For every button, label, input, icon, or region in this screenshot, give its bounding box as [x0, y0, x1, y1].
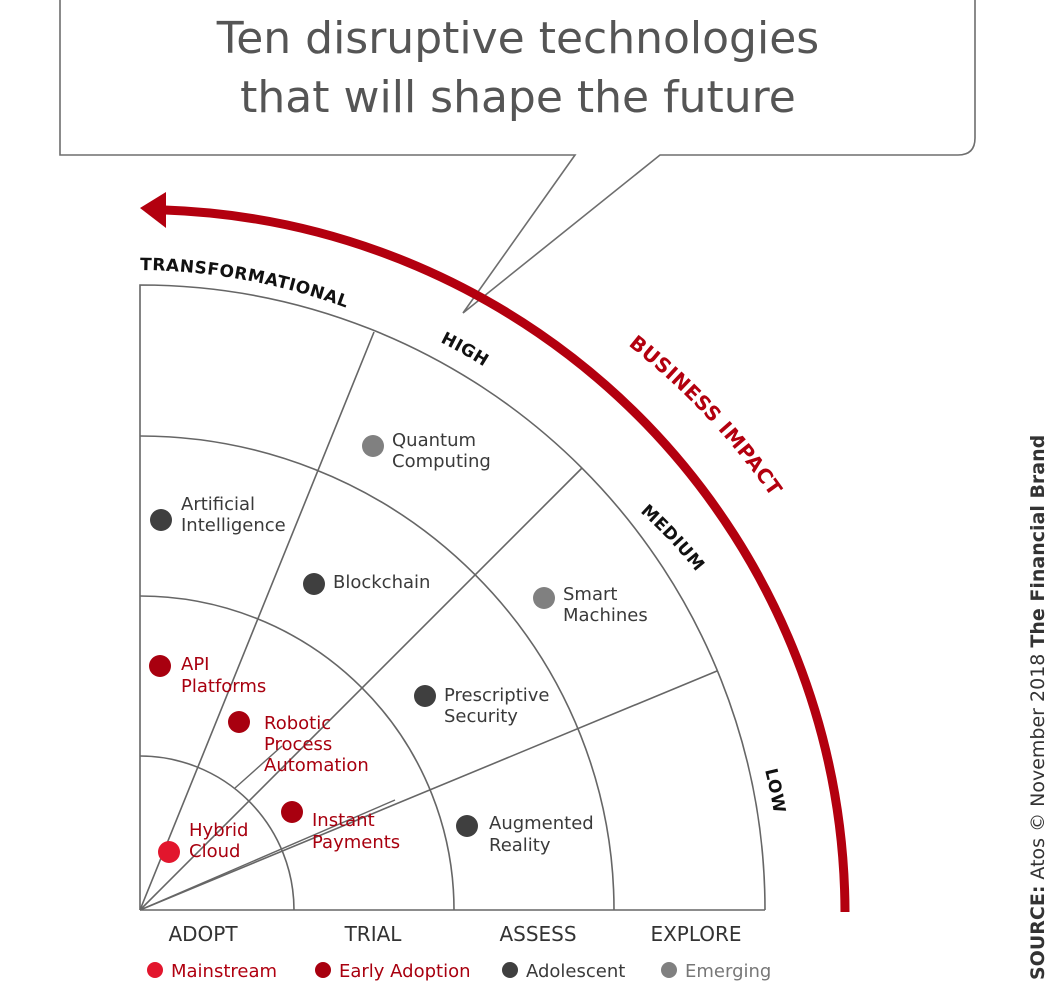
status-dot-adolescent	[303, 573, 325, 595]
arrow-head-icon	[140, 192, 166, 228]
spoke-3	[139, 670, 718, 911]
status-dot-emerging	[362, 435, 384, 457]
tech-robotic-process-automation: Robotic Process Automation	[228, 711, 369, 776]
bubble-outline	[59, 0, 976, 314]
connector-lines	[139, 745, 396, 911]
tech-label-line-2: Process	[264, 734, 332, 755]
ring-label-low: LOW	[760, 766, 789, 814]
status-dot-early-adoption	[149, 655, 171, 677]
legend-dot-early-adoption-icon	[315, 962, 331, 978]
title-line-2: that will shape the future	[240, 72, 796, 123]
tech-label-line-1: Blockchain	[333, 572, 430, 593]
tech-label-line-1: Instant	[312, 810, 375, 831]
tech-prescriptive-security: Prescriptive Security	[414, 685, 550, 727]
column-label-adopt: ADOPT	[168, 922, 238, 946]
tech-label-line-1: API	[181, 654, 209, 675]
column-label-explore: EXPLORE	[650, 922, 741, 946]
column-label-assess: ASSESS	[499, 922, 576, 946]
status-dot-emerging	[533, 587, 555, 609]
title-line-1: Ten disruptive technologies	[216, 13, 819, 64]
tech-label-line-1: Prescriptive	[444, 685, 550, 706]
tech-label-line-2: Machines	[563, 605, 648, 626]
source-credit: SOURCE: Atos © November 2018 The Financial…	[1027, 435, 1049, 980]
status-dot-adolescent	[414, 685, 436, 707]
spoke-1	[139, 331, 375, 911]
ring-label-medium: MEDIUM	[637, 501, 709, 575]
source-text: Atos © November 2018	[1027, 654, 1049, 880]
tech-label-line-2: Security	[444, 706, 518, 727]
legend-label: Early Adoption	[339, 961, 471, 982]
tech-blockchain: Blockchain	[303, 572, 430, 595]
tech-quantum-computing: Quantum Computing	[362, 430, 491, 472]
tech-label-line-2: Cloud	[189, 841, 240, 862]
legend-item-mainstream: Mainstream	[147, 961, 277, 982]
status-dot-adolescent	[456, 815, 478, 837]
legend: Mainstream Early Adoption Adolescent Eme…	[147, 961, 771, 982]
tech-label-line-1: Smart	[563, 584, 617, 605]
column-label-trial: TRIAL	[344, 922, 403, 946]
business-impact-label: BUSINESS IMPACT	[625, 330, 787, 500]
tech-label-line-1: Artificial	[181, 494, 255, 515]
tech-api-platforms: API Platforms	[149, 654, 266, 697]
tech-artificial-intelligence: Artificial Intelligence	[150, 494, 286, 536]
tech-label-line-2: Reality	[489, 835, 551, 856]
tech-label-line-3: Automation	[264, 755, 369, 776]
tech-smart-machines: Smart Machines	[533, 584, 648, 626]
status-dot-early-adoption	[228, 711, 250, 733]
tech-label-line-2: Intelligence	[181, 515, 286, 536]
tech-label-line-2: Computing	[392, 451, 491, 472]
legend-item-adolescent: Adolescent	[502, 961, 625, 982]
title-bubble: Ten disruptive technologies that will sh…	[59, 0, 976, 314]
ring-transformational	[139, 284, 766, 911]
legend-label: Emerging	[685, 961, 771, 982]
radar-grid	[139, 284, 766, 911]
tech-label-line-1: Augmented	[489, 813, 594, 834]
legend-label: Adolescent	[526, 961, 625, 982]
legend-label: Mainstream	[171, 961, 277, 982]
tech-label-line-2: Platforms	[181, 676, 266, 697]
tech-label-line-1: Hybrid	[189, 820, 248, 841]
tech-label-line-1: Quantum	[392, 430, 476, 451]
status-dot-adolescent	[150, 509, 172, 531]
tech-augmented-reality: Augmented Reality	[456, 813, 594, 856]
legend-item-emerging: Emerging	[661, 961, 771, 982]
legend-dot-mainstream-icon	[147, 962, 163, 978]
legend-dot-adolescent-icon	[502, 962, 518, 978]
column-labels: ADOPT TRIAL ASSESS EXPLORE	[168, 922, 741, 946]
ring-label-transformational: TRANSFORMATIONAL	[140, 255, 352, 313]
tech-label-line-2: Payments	[312, 832, 400, 853]
spoke-2	[139, 467, 583, 911]
source-prefix: SOURCE:	[1027, 886, 1049, 980]
legend-item-early-adoption: Early Adoption	[315, 961, 471, 982]
status-dot-mainstream	[158, 841, 180, 863]
tech-hybrid-cloud: Hybrid Cloud	[158, 820, 248, 863]
source-brand: The Financial Brand	[1027, 435, 1049, 648]
legend-dot-emerging-icon	[661, 962, 677, 978]
status-dot-early-adoption	[281, 801, 303, 823]
tech-label-line-1: Robotic	[264, 713, 331, 734]
tech-instant-payments: Instant Payments	[281, 801, 400, 853]
